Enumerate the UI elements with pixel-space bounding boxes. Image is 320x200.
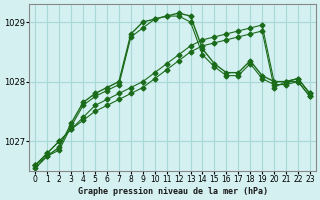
- X-axis label: Graphe pression niveau de la mer (hPa): Graphe pression niveau de la mer (hPa): [78, 187, 268, 196]
